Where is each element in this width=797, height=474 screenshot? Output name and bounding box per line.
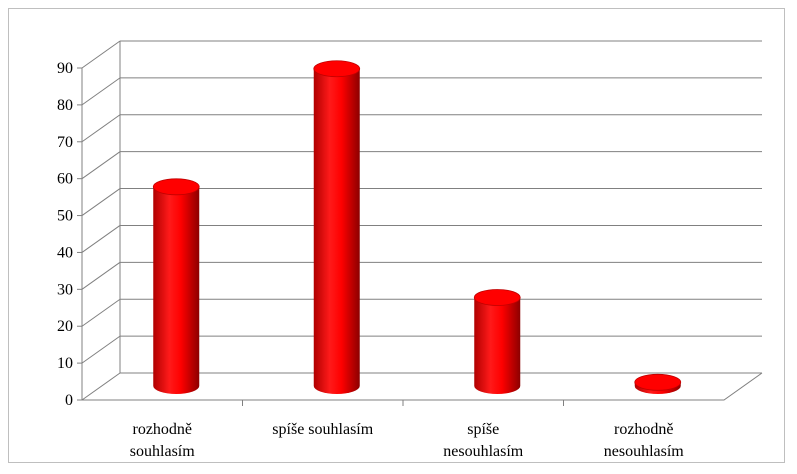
bar-body — [153, 186, 200, 394]
gridlines — [81, 40, 762, 401]
category-label: spíše souhlasím — [272, 421, 373, 438]
bar — [313, 60, 361, 394]
bar-top — [152, 178, 200, 196]
bar-top — [313, 60, 361, 78]
y-tick-label: 40 — [57, 244, 73, 261]
bar-top — [634, 373, 682, 391]
y-tick-label: 60 — [57, 171, 73, 188]
gridline-side — [81, 151, 121, 180]
gridline-side — [81, 335, 121, 364]
y-axis: 0 10 20 30 40 50 60 70 80 90 — [57, 60, 564, 409]
gridline-side — [81, 261, 121, 290]
y-tick-label: 10 — [57, 355, 73, 372]
category-label: nesouhlasím — [443, 443, 524, 460]
bar-body — [313, 68, 360, 394]
gridline-side — [81, 114, 121, 143]
bars — [152, 60, 682, 394]
y-tick-label: 80 — [57, 97, 73, 114]
category-label: nesouhlasím — [604, 443, 685, 460]
y-tick-label: 0 — [65, 392, 73, 409]
gridline-side — [81, 77, 121, 106]
gridline-side — [81, 372, 121, 401]
category-label: souhlasím — [130, 443, 195, 460]
y-tick-label: 50 — [57, 208, 73, 225]
gridline-side — [81, 225, 121, 253]
bar — [634, 373, 682, 394]
gridline-side — [81, 298, 121, 327]
bar — [473, 289, 521, 394]
bar-top — [473, 289, 521, 306]
y-tick-label: 30 — [57, 281, 73, 298]
x-axis: rozhodně souhlasím spíše souhlasím spíše nes… — [130, 421, 684, 460]
bar — [152, 178, 200, 394]
gridline-side — [81, 40, 121, 69]
gridline-side — [81, 188, 121, 216]
category-label: spíše — [467, 421, 499, 438]
bar-body — [474, 297, 521, 394]
y-tick-label: 20 — [57, 318, 73, 335]
y-tick-label: 90 — [57, 60, 73, 77]
back-wall-edge — [119, 41, 762, 374]
category-label: rozhodně — [132, 421, 192, 438]
category-label: rozhodně — [614, 421, 674, 438]
y-tick-label: 70 — [57, 134, 73, 151]
